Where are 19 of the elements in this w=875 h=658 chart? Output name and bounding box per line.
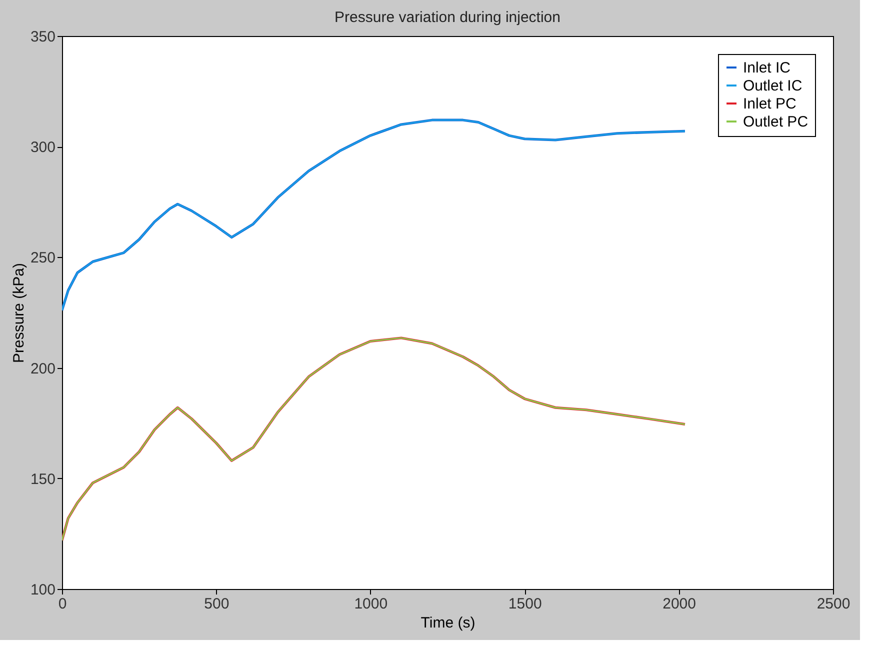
y-tick-label: 300 xyxy=(30,139,56,156)
x-tick-label: 500 xyxy=(204,596,230,612)
legend-label: Inlet IC xyxy=(743,60,791,76)
x-tick-label: 0 xyxy=(58,596,67,612)
x-tick-label: 1500 xyxy=(508,596,542,612)
legend-label: Inlet PC xyxy=(743,96,797,112)
legend-label: Outlet PC xyxy=(743,114,808,130)
y-axis-title: Pressure (kPa) xyxy=(10,262,28,364)
x-tick-label: 2500 xyxy=(816,596,850,612)
x-tick-label: 2000 xyxy=(662,596,696,612)
x-tick-label: 1000 xyxy=(354,596,388,612)
y-tick-label: 200 xyxy=(30,360,56,378)
y-tick-label: 350 xyxy=(30,28,56,46)
chart-title: Pressure variation during injection xyxy=(334,9,560,26)
x-axis-title: Time (s) xyxy=(420,614,476,632)
y-tick-label: 150 xyxy=(30,470,56,488)
y-tick-label: 100 xyxy=(30,582,56,598)
y-tick-label: 250 xyxy=(30,250,56,267)
legend-label: Outlet IC xyxy=(743,78,802,94)
